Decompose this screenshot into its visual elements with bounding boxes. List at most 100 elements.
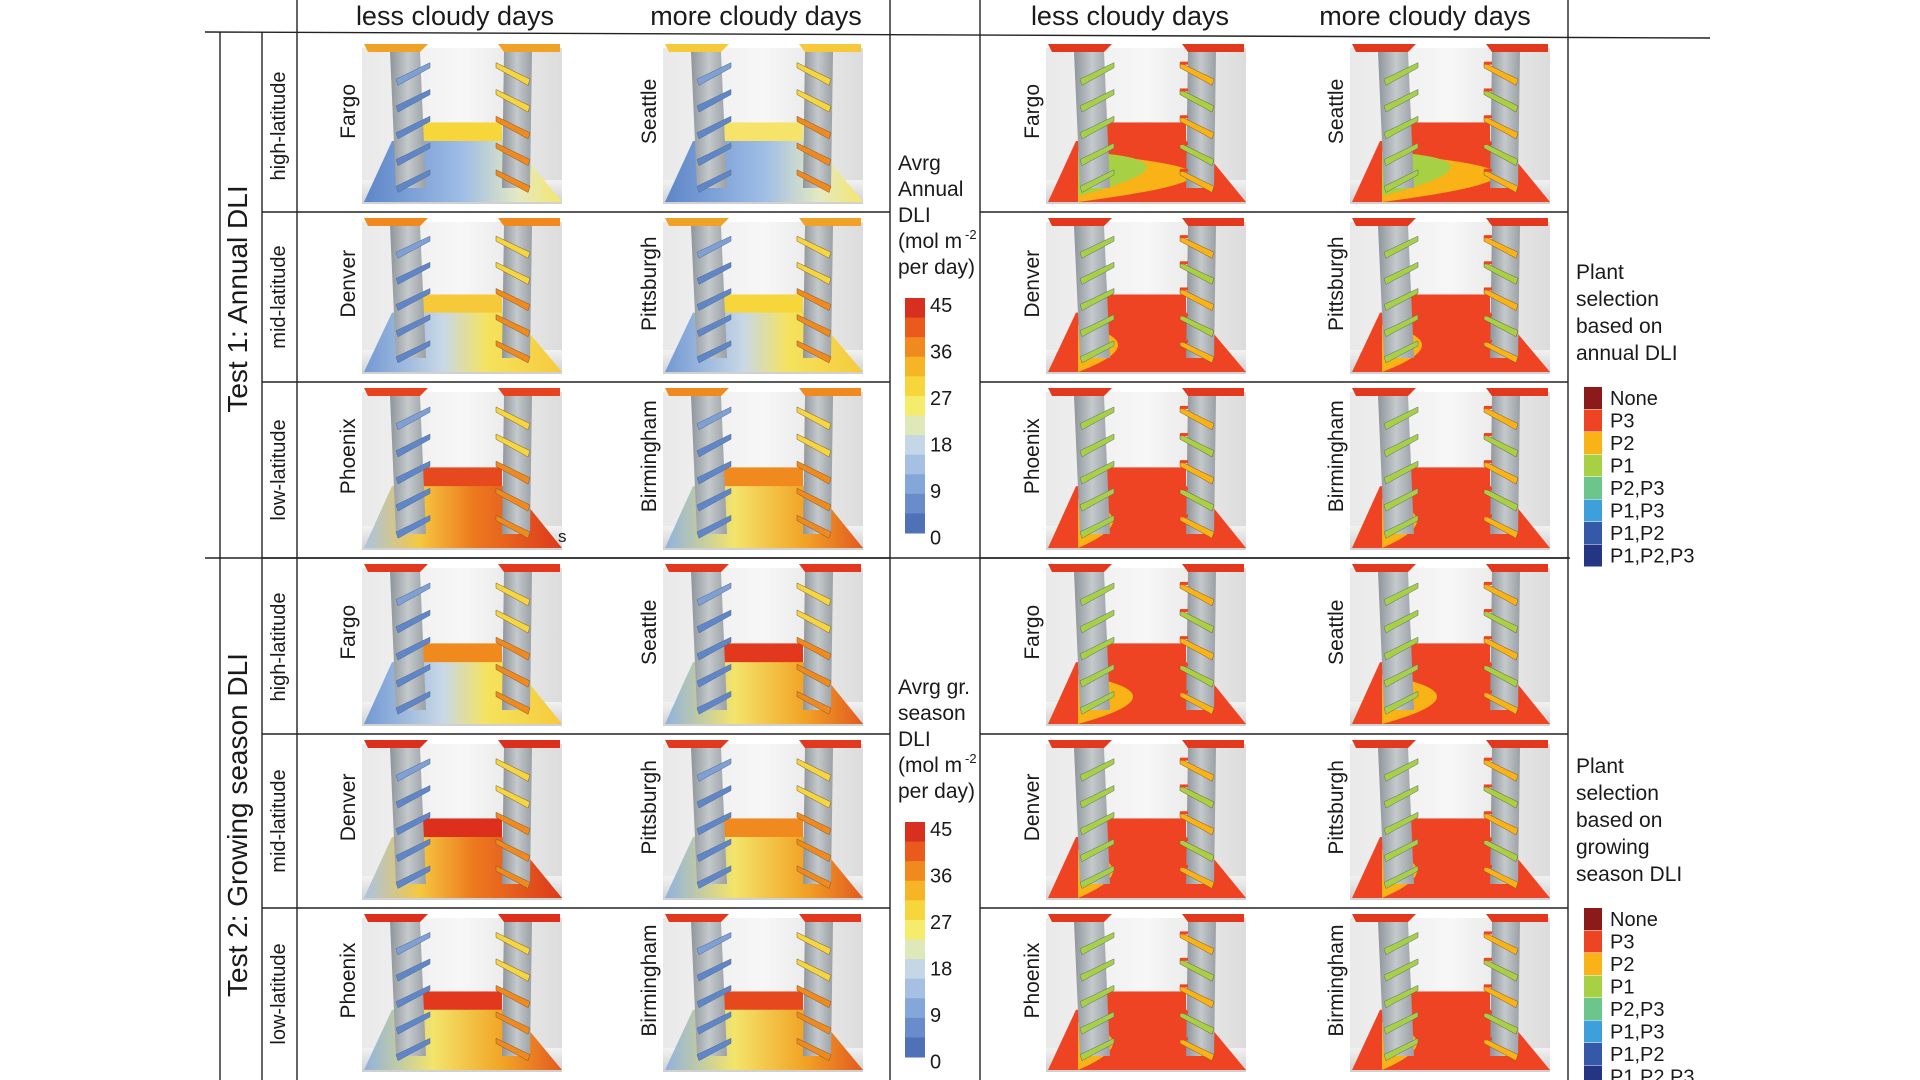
right-shelf	[495, 406, 531, 431]
left-shelf	[1383, 690, 1419, 715]
top-slab	[364, 740, 428, 748]
plant-swatch	[1584, 975, 1602, 998]
city-label: Fargo	[1021, 605, 1044, 660]
right-shelf	[1483, 340, 1519, 364]
city-label: Birmingham	[638, 925, 661, 1037]
panel: Fargo	[1021, 44, 1246, 204]
plant-legend-item: P1,P2,P3	[1610, 1067, 1695, 1080]
dli-scale-tick: 18	[930, 435, 952, 457]
left-shelf	[1079, 811, 1115, 836]
panel: Fargo	[337, 44, 562, 204]
right-shelf	[495, 1011, 531, 1035]
right-shelf	[1179, 314, 1215, 338]
simulation-panels: Fargo Seattle Fargo Seattle Denver Pittsburgh…	[337, 44, 1550, 1072]
top-slab	[364, 44, 428, 52]
left-shelf	[1079, 406, 1115, 431]
left-shelf	[696, 261, 732, 285]
top-slab	[665, 914, 729, 922]
left-shelf	[395, 514, 431, 539]
dli-scale-step	[905, 822, 925, 843]
plant-legend-item: P2	[1610, 954, 1634, 976]
dli-scale-step	[905, 298, 925, 319]
shelf-edge	[1180, 838, 1188, 842]
right-shelf	[495, 663, 531, 688]
left-shelf	[1383, 932, 1419, 956]
right-shelf	[796, 487, 832, 512]
right-shelf	[796, 261, 832, 285]
column-header: more cloudy days	[650, 1, 862, 31]
plant-legend-title: annual DLI	[1576, 342, 1678, 365]
left-shelf	[1383, 62, 1419, 86]
right-shelf	[1179, 142, 1215, 167]
shelf-edge	[1180, 984, 1188, 988]
city-label: Pittsburgh	[1325, 760, 1348, 855]
plant-legend-item: P1,P3	[1610, 1022, 1664, 1044]
city-label: Pittsburgh	[1325, 236, 1348, 331]
right-shelf	[1483, 406, 1519, 431]
left-shelf	[696, 958, 732, 982]
shelf-edge	[1484, 433, 1492, 437]
dli-scale-tick: 36	[930, 342, 952, 364]
top-slab	[364, 218, 428, 226]
top-slab	[1486, 914, 1548, 922]
right-shelf	[1179, 609, 1215, 634]
right-shelf	[796, 958, 832, 982]
right-shelf	[1483, 89, 1519, 113]
plant-legend-item: P1	[1610, 977, 1634, 999]
plant-legend-item: P1	[1610, 456, 1634, 478]
right-shelf	[1483, 314, 1519, 338]
dli-scale-tick: 0	[930, 1052, 941, 1074]
top-slab	[799, 740, 861, 748]
left-shelf	[395, 460, 431, 485]
left-shelf	[1079, 690, 1115, 715]
dli-scale-tick: 45	[930, 819, 952, 841]
shelf-edge	[1180, 313, 1188, 317]
right-shelf	[495, 433, 531, 458]
dli-scale-step	[905, 493, 925, 514]
latitude-label: low-latitude	[268, 419, 290, 520]
right-shelf	[1483, 984, 1519, 1009]
left-shelf	[1383, 487, 1419, 512]
left-shelf	[1079, 932, 1115, 956]
plant-swatch	[1584, 1020, 1602, 1043]
dli-legend-title: (mol m	[898, 754, 962, 777]
dli-legend-title: Avrg gr.	[898, 676, 970, 699]
top-slab	[364, 388, 428, 396]
dli-scale-step	[905, 337, 925, 358]
right-shelf	[796, 169, 832, 193]
dli-legend-title: (mol m	[898, 230, 962, 253]
left-shelf	[696, 115, 732, 140]
city-label: Phoenix	[1021, 942, 1044, 1018]
plant-legend-item: P1,P2	[1610, 1044, 1664, 1066]
city-label: Birmingham	[1325, 400, 1348, 512]
shelf-edge	[1180, 757, 1188, 761]
shelf-edge	[1180, 487, 1188, 491]
plant-swatch	[1584, 1065, 1602, 1080]
dli-scale-step	[905, 978, 925, 999]
left-shelf	[395, 582, 431, 607]
plant-swatch	[1584, 998, 1602, 1020]
panel: Denver	[337, 740, 562, 900]
left-shelf	[395, 142, 431, 167]
shelf-edge	[1180, 287, 1188, 291]
plant-legend-item: P1,P2,P3	[1610, 546, 1695, 568]
left-shelf	[1079, 785, 1115, 809]
right-shelf	[1483, 663, 1519, 688]
top-slab	[799, 388, 861, 396]
top-slab	[498, 388, 560, 396]
right-shelf	[1483, 690, 1519, 715]
dli-legend-title: Avrg	[898, 152, 941, 175]
dli-scale-tick: 18	[930, 959, 952, 981]
panel: Seattle	[1325, 564, 1550, 726]
top-slab	[1352, 44, 1416, 52]
right-shelf	[495, 514, 531, 539]
dli-legend: Avrg Annual DLI (mol m per day) -2 45 36 27 18 9 0	[898, 152, 977, 550]
plant-legend-title: Plant	[1576, 261, 1624, 284]
right-shelf	[495, 460, 531, 485]
top-slab	[1048, 564, 1112, 572]
left-shelf	[1079, 663, 1115, 688]
left-shelf	[696, 865, 732, 889]
right-shelf	[796, 406, 832, 431]
left-shelf	[1079, 514, 1115, 539]
